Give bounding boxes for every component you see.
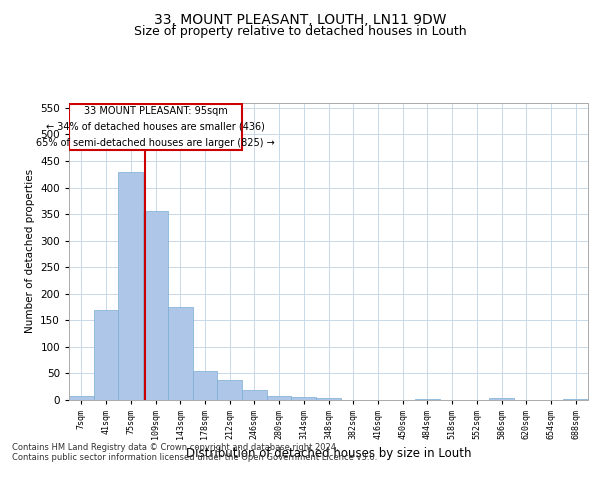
Bar (217, 380, 242, 400)
Bar (267, 396, 292, 400)
Bar (193, 371, 217, 400)
Bar (69, 396, 94, 400)
Bar (94, 310, 118, 400)
Bar (69, 104, 242, 150)
Bar (415, 399, 440, 400)
Bar (563, 399, 588, 400)
Bar (316, 398, 341, 400)
Bar (168, 307, 193, 400)
Text: 33 MOUNT PLEASANT: 95sqm
← 34% of detached houses are smaller (436)
65% of semi-: 33 MOUNT PLEASANT: 95sqm ← 34% of detach… (36, 106, 275, 148)
Bar (489, 398, 514, 400)
Y-axis label: Number of detached properties: Number of detached properties (25, 169, 35, 334)
Bar (118, 172, 143, 400)
Text: 33, MOUNT PLEASANT, LOUTH, LN11 9DW: 33, MOUNT PLEASANT, LOUTH, LN11 9DW (154, 12, 446, 26)
Text: Contains HM Land Registry data © Crown copyright and database right 2024.
Contai: Contains HM Land Registry data © Crown c… (12, 442, 377, 462)
Bar (242, 390, 267, 400)
Bar (143, 212, 168, 400)
X-axis label: Distribution of detached houses by size in Louth: Distribution of detached houses by size … (186, 448, 471, 460)
Bar (292, 398, 316, 400)
Text: Size of property relative to detached houses in Louth: Size of property relative to detached ho… (134, 25, 466, 38)
